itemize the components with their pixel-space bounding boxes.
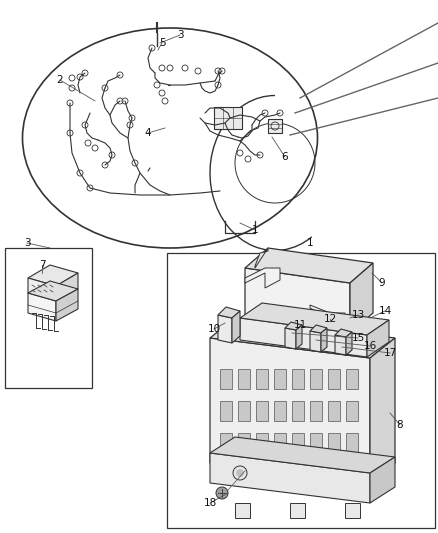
Bar <box>5 248 92 388</box>
Text: 7: 7 <box>39 260 45 270</box>
Bar <box>256 433 268 453</box>
Polygon shape <box>285 328 296 349</box>
Polygon shape <box>56 273 78 301</box>
Polygon shape <box>346 332 352 355</box>
Polygon shape <box>245 268 350 333</box>
Polygon shape <box>370 457 395 503</box>
Bar <box>328 369 340 389</box>
Polygon shape <box>218 307 240 318</box>
Text: 17: 17 <box>383 348 397 358</box>
Polygon shape <box>321 328 327 352</box>
Bar <box>238 369 250 389</box>
Text: 16: 16 <box>364 341 377 351</box>
Bar <box>274 401 286 421</box>
Bar <box>310 401 322 421</box>
Bar <box>268 119 282 133</box>
Bar <box>220 401 232 421</box>
Polygon shape <box>235 503 250 518</box>
Text: 12: 12 <box>323 314 337 324</box>
Polygon shape <box>310 325 327 333</box>
Text: 1: 1 <box>252 225 258 235</box>
Polygon shape <box>218 315 232 343</box>
Text: 15: 15 <box>351 333 364 343</box>
Polygon shape <box>335 329 352 337</box>
Polygon shape <box>240 318 367 357</box>
Text: 2: 2 <box>57 75 64 85</box>
Bar <box>346 433 358 453</box>
Bar <box>328 433 340 453</box>
Text: 4: 4 <box>145 128 151 138</box>
Polygon shape <box>345 503 360 518</box>
Bar <box>220 369 232 389</box>
Bar <box>238 401 250 421</box>
Polygon shape <box>28 281 78 301</box>
Polygon shape <box>335 335 346 355</box>
Text: 13: 13 <box>351 310 364 320</box>
Polygon shape <box>28 293 56 321</box>
Polygon shape <box>245 268 280 288</box>
Bar <box>292 401 304 421</box>
Polygon shape <box>290 503 305 518</box>
Bar <box>328 401 340 421</box>
Text: 1: 1 <box>307 238 313 248</box>
Bar <box>310 433 322 453</box>
Polygon shape <box>350 263 373 333</box>
Polygon shape <box>210 338 370 483</box>
Bar <box>274 369 286 389</box>
Bar <box>292 369 304 389</box>
Polygon shape <box>28 278 56 301</box>
Polygon shape <box>310 331 321 352</box>
Circle shape <box>216 487 228 499</box>
Text: 8: 8 <box>397 420 403 430</box>
Bar <box>274 433 286 453</box>
Polygon shape <box>28 265 78 286</box>
Circle shape <box>236 469 244 477</box>
Polygon shape <box>210 437 395 473</box>
Text: 9: 9 <box>379 278 385 288</box>
Polygon shape <box>255 248 268 268</box>
Bar <box>167 253 435 528</box>
Polygon shape <box>56 289 78 321</box>
Bar <box>292 433 304 453</box>
Polygon shape <box>232 311 240 343</box>
Bar <box>346 369 358 389</box>
Text: 18: 18 <box>203 498 217 508</box>
Polygon shape <box>240 303 389 335</box>
Polygon shape <box>367 320 389 357</box>
Bar <box>256 401 268 421</box>
Bar <box>256 369 268 389</box>
Text: 14: 14 <box>378 306 392 316</box>
Bar <box>214 107 242 129</box>
Polygon shape <box>310 305 345 333</box>
Bar <box>310 369 322 389</box>
Polygon shape <box>210 318 395 358</box>
Text: 3: 3 <box>177 30 184 40</box>
Bar <box>238 433 250 453</box>
Text: 10: 10 <box>208 324 221 334</box>
Polygon shape <box>296 325 302 349</box>
Bar <box>346 401 358 421</box>
Polygon shape <box>370 338 395 483</box>
Polygon shape <box>210 453 370 503</box>
Polygon shape <box>245 248 373 283</box>
Text: 6: 6 <box>282 152 288 162</box>
Text: 11: 11 <box>293 320 307 330</box>
Bar <box>220 433 232 453</box>
Text: 3: 3 <box>24 238 30 248</box>
Text: 5: 5 <box>159 38 165 48</box>
Polygon shape <box>285 322 302 330</box>
